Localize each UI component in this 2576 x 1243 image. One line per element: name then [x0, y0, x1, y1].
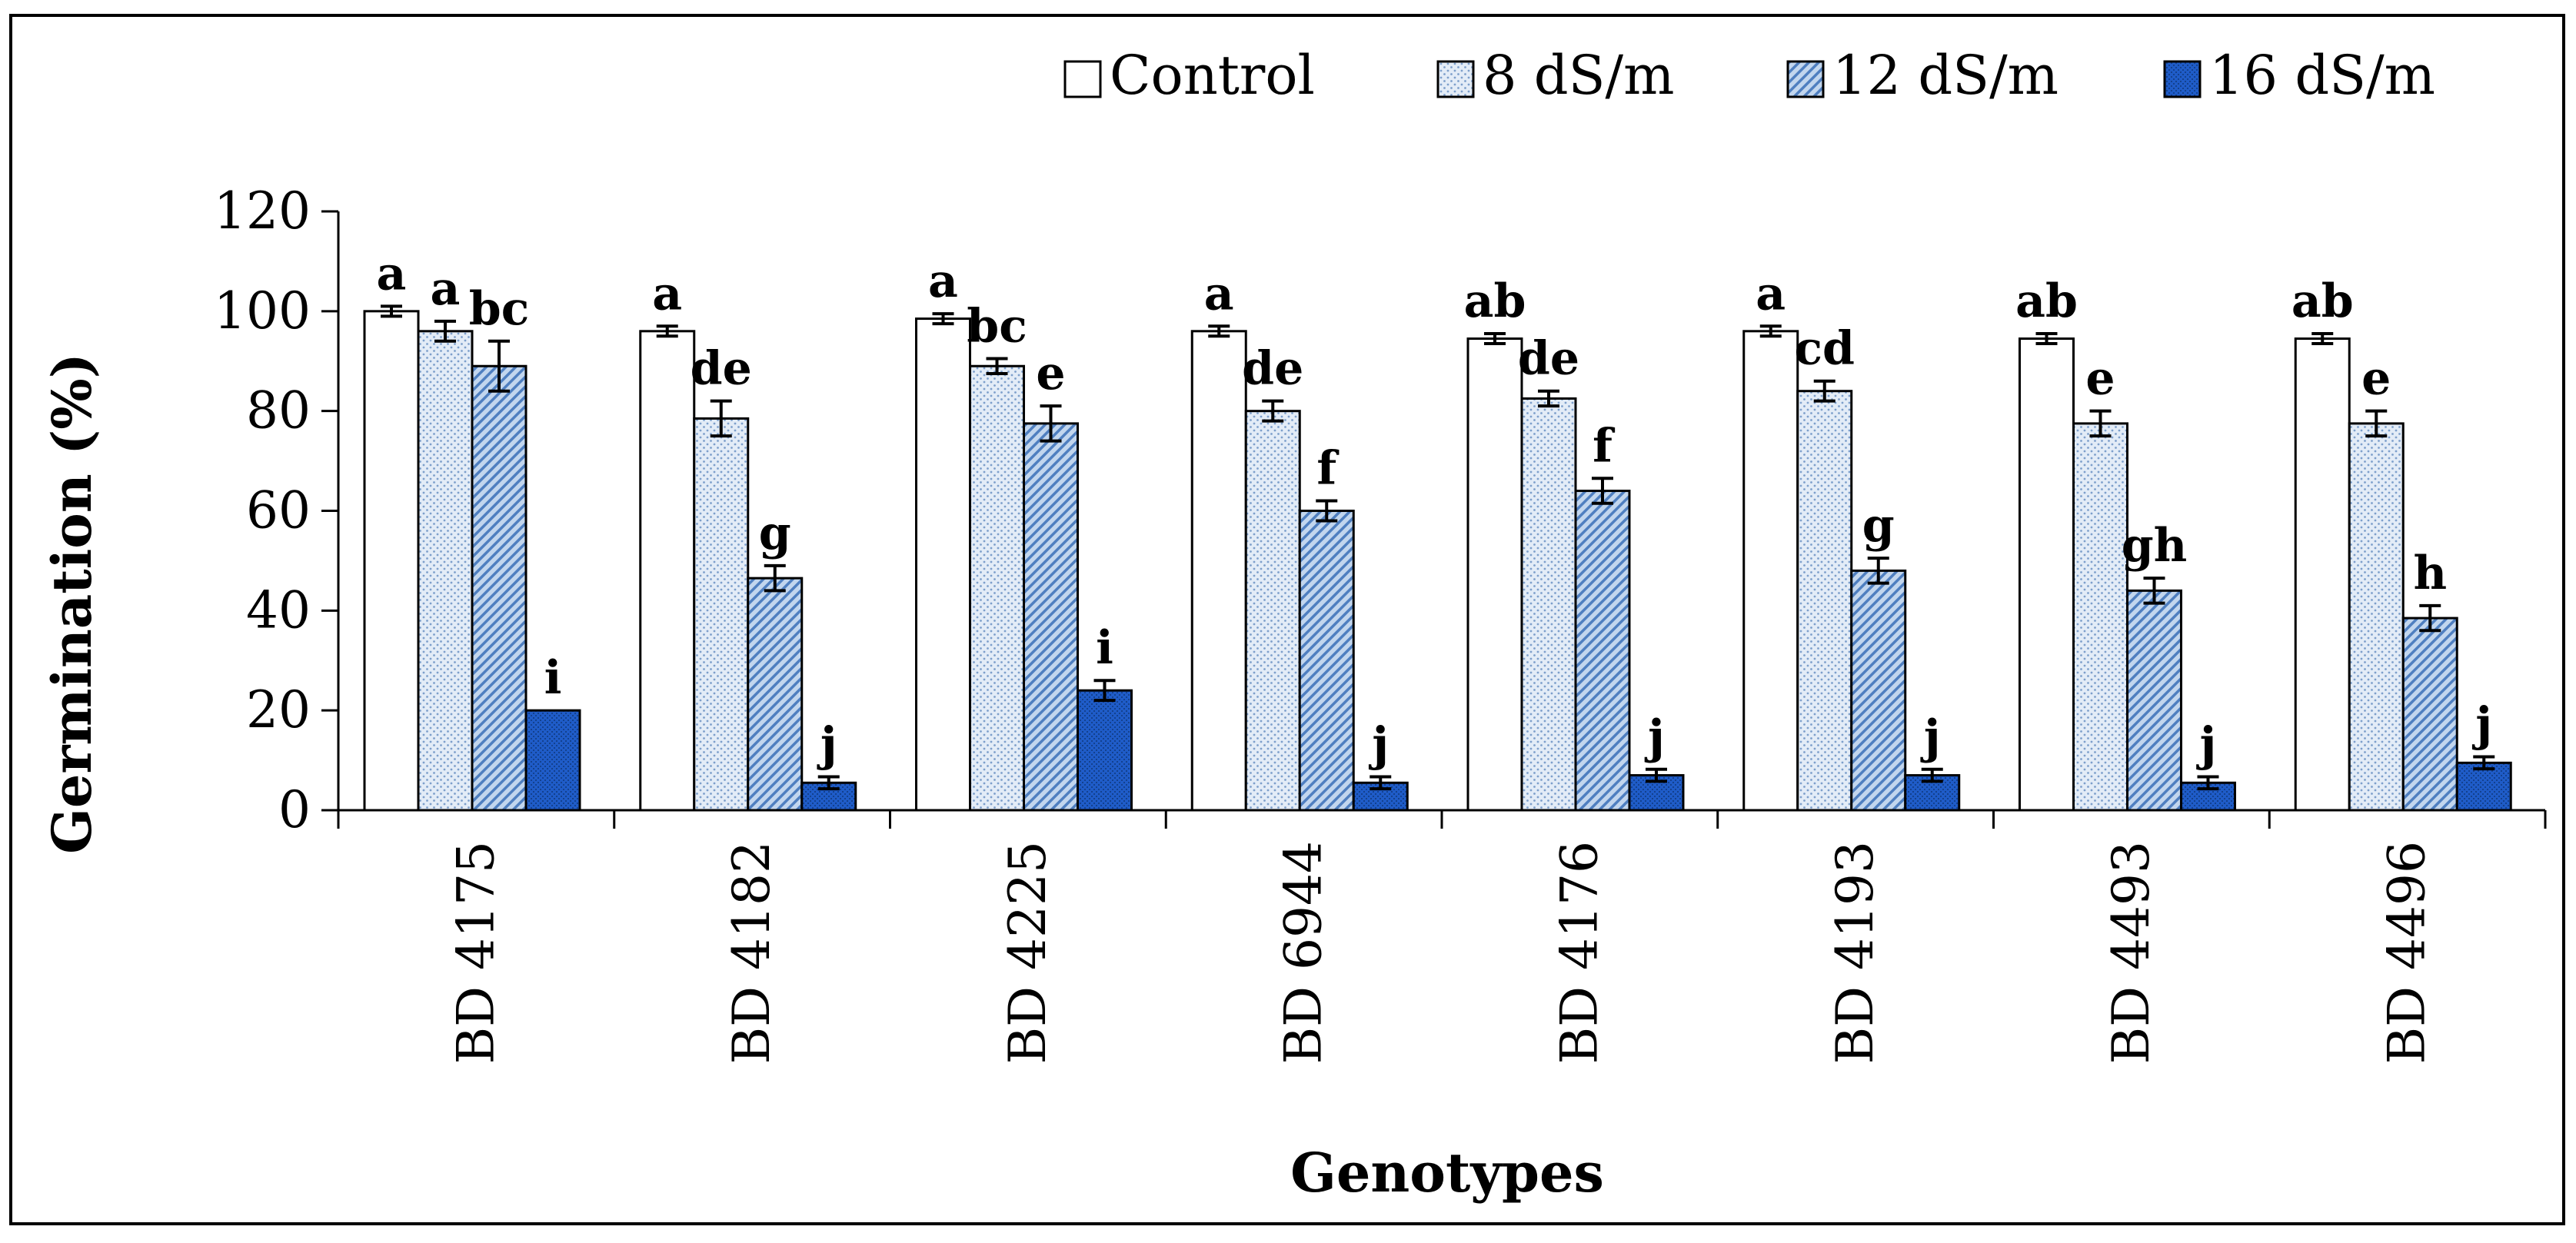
legend-swatch — [2163, 60, 2202, 98]
significance-letter: i — [1096, 621, 1113, 675]
bar-8-ds-m — [969, 364, 1025, 812]
y-axis-title: Germination (%) — [40, 353, 104, 854]
bar-12-ds-m — [2401, 617, 2458, 812]
x-axis-title: Genotypes — [1290, 1141, 1604, 1205]
significance-letter: j — [2196, 718, 2217, 772]
significance-letter: ab — [2291, 274, 2354, 328]
x-category-label: BD 4225 — [998, 841, 1057, 1064]
significance-letter: j — [1644, 710, 1665, 764]
bar-8-ds-m — [1796, 390, 1853, 812]
y-tick-label: 0 — [278, 780, 311, 839]
significance-letter: j — [817, 718, 837, 772]
y-tick-label: 40 — [246, 580, 311, 640]
bar-control — [1190, 330, 1247, 812]
bar-control — [2294, 337, 2351, 812]
bar-8-ds-m — [693, 417, 750, 812]
significance-letter: j — [1920, 710, 1941, 764]
legend-label: 12 dS/m — [1832, 44, 2058, 107]
significance-letter: de — [1518, 332, 1579, 386]
significance-letter: gh — [2122, 519, 2188, 573]
significance-letter: a — [431, 262, 461, 316]
significance-letter: cd — [1795, 322, 1855, 376]
bar-12-ds-m — [2126, 589, 2182, 812]
significance-letter: bc — [967, 300, 1027, 354]
significance-letter: a — [652, 267, 682, 321]
bar-16-ds-m — [2455, 761, 2512, 812]
bar-8-ds-m — [2072, 422, 2128, 812]
x-category-label: BD 4175 — [446, 841, 505, 1064]
significance-letter: a — [377, 247, 407, 301]
significance-letter: de — [691, 342, 752, 396]
x-category-label: BD 6944 — [1274, 841, 1333, 1064]
significance-letter: f — [1593, 419, 1616, 473]
legend-label: Control — [1110, 44, 1315, 107]
bar-16-ds-m — [800, 781, 857, 812]
x-category-label: BD 4182 — [722, 841, 781, 1064]
significance-letter: i — [544, 651, 562, 705]
y-tick-label: 120 — [214, 181, 311, 241]
bar-control — [1742, 330, 1799, 812]
bar-12-ds-m — [1023, 422, 1079, 812]
x-category-label: BD 4193 — [1825, 841, 1885, 1064]
bar-control — [2019, 337, 2075, 812]
legend-label: 16 dS/m — [2209, 44, 2435, 107]
bar-control — [363, 310, 420, 812]
x-category-label: BD 4493 — [2102, 841, 2161, 1064]
significance-letter: de — [1242, 342, 1303, 396]
significance-letter: e — [2085, 352, 2115, 406]
significance-letter: f — [1316, 442, 1340, 496]
bar-8-ds-m — [1244, 410, 1301, 812]
bar-control — [915, 317, 971, 812]
bar-control — [639, 330, 696, 812]
significance-letter: j — [1368, 718, 1389, 772]
bar-8-ds-m — [2348, 422, 2405, 812]
y-tick-label: 20 — [246, 680, 311, 739]
x-category-label: BD 4496 — [2378, 841, 2437, 1064]
y-tick-label: 100 — [214, 281, 311, 341]
legend-label: 8 dS/m — [1483, 44, 1675, 107]
bar-12-ds-m — [747, 577, 804, 812]
bar-16-ds-m — [1077, 689, 1133, 812]
significance-letter: h — [2413, 547, 2447, 600]
bar-8-ds-m — [1520, 397, 1577, 812]
significance-letter: e — [2361, 352, 2391, 406]
x-category-label: BD 4176 — [1549, 841, 1609, 1064]
y-tick-label: 60 — [246, 481, 311, 540]
bar-12-ds-m — [1850, 569, 1907, 812]
legend-swatch — [1063, 60, 1102, 98]
significance-letter: e — [1036, 347, 1065, 400]
significance-letter: a — [928, 254, 958, 308]
significance-letter: j — [2471, 698, 2492, 752]
significance-letter: ab — [2015, 274, 2078, 328]
significance-letter: g — [759, 507, 791, 560]
legend-swatch — [1786, 60, 1825, 98]
chart-frame — [9, 14, 2565, 1225]
bar-8-ds-m — [417, 330, 474, 812]
significance-letter: a — [1756, 267, 1786, 321]
bar-12-ds-m — [471, 364, 528, 812]
significance-letter: g — [1862, 499, 1895, 553]
significance-letter: bc — [469, 282, 530, 336]
bar-12-ds-m — [1574, 490, 1631, 812]
bar-12-ds-m — [1298, 510, 1355, 812]
bar-control — [1466, 337, 1523, 812]
significance-letter: a — [1204, 267, 1234, 321]
bar-16-ds-m — [524, 709, 581, 812]
legend-swatch — [1436, 60, 1475, 98]
significance-letter: ab — [1464, 274, 1526, 328]
y-tick-label: 80 — [246, 381, 311, 440]
